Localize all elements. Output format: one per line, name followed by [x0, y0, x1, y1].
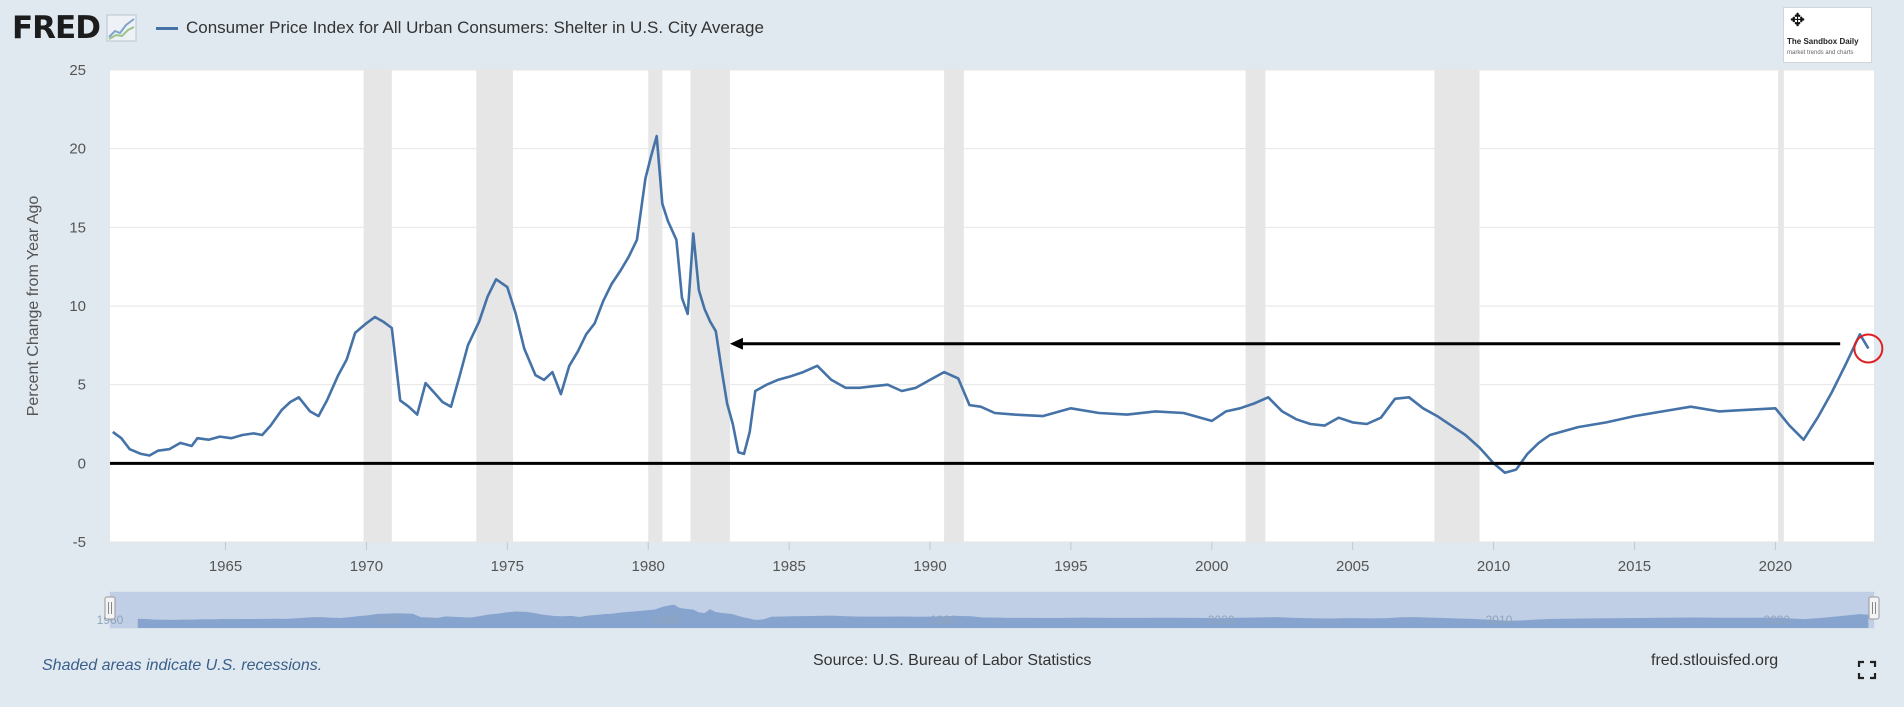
fred-logo[interactable]: FRED: [12, 10, 101, 46]
x-tick-label: 1970: [350, 558, 383, 575]
move-arrows-icon: ✥: [1790, 10, 1806, 30]
sandbox-daily-badge: ✥ The Sandbox Daily market trends and ch…: [1783, 7, 1872, 63]
series-line: [112, 134, 1870, 475]
navigator-label: 1960: [97, 613, 124, 627]
fred-graph-icon: [106, 14, 137, 42]
navigator-series-area: [137, 604, 1869, 628]
y-tick-label: 10: [69, 298, 86, 315]
x-tick-label: 2005: [1336, 558, 1369, 575]
navigator-right-handle[interactable]: [1868, 596, 1880, 620]
plot-layer: -5 0 5 10 15 20 25 1965 1970 1975 1980 1985 1990 1995…: [25, 62, 1874, 575]
series-legend-swatch: [155, 26, 178, 30]
navigator-label: 2000: [1208, 613, 1235, 627]
y-tick-label: 0: [78, 455, 86, 472]
y-tick-label: 15: [69, 219, 86, 236]
x-tick-label: 1995: [1054, 558, 1087, 575]
navigator-label: 2010: [1486, 613, 1513, 627]
y-tick-label: 5: [78, 377, 86, 394]
navigator-label: 1990: [930, 613, 957, 627]
latest-value-highlight: [1853, 333, 1884, 364]
recession-note: Shaded areas indicate U.S. recessions.: [42, 657, 323, 674]
x-tick-label: 2020: [1759, 558, 1792, 575]
navigator-label: 1970: [374, 613, 401, 627]
x-tick-label: 2010: [1477, 558, 1510, 575]
y-tick-label: 25: [69, 62, 86, 79]
navigator-label: 2020: [1763, 613, 1790, 627]
fullscreen-icon[interactable]: [1857, 660, 1877, 680]
fred-url-link[interactable]: fred.stlouisfed.org: [1651, 652, 1779, 669]
x-tick-label: 1990: [913, 558, 946, 575]
y-tick-label: 20: [69, 141, 86, 158]
navigator-label: 1980: [652, 613, 679, 627]
source-credit: Source: U.S. Bureau of Labor Statistics: [813, 652, 1092, 669]
x-tick-label: 1980: [632, 558, 665, 575]
x-tick-label: 1975: [491, 558, 524, 575]
range-navigator[interactable]: 1960 1970 1980 1990 2000 2010 2020: [97, 591, 1880, 629]
navigator-left-handle[interactable]: [104, 596, 116, 620]
badge-name: The Sandbox Daily: [1787, 37, 1859, 46]
y-axis-label: Percent Change from Year Ago: [25, 196, 42, 417]
x-tick-label: 2000: [1195, 558, 1228, 575]
overlay-layer: [110, 333, 1884, 465]
x-tick-label: 1985: [772, 558, 805, 575]
x-tick-label: 2015: [1618, 558, 1651, 575]
chart-header: FRED Consumer Price Index for All Urban …: [12, 8, 764, 48]
chart-title: Consumer Price Index for All Urban Consu…: [185, 18, 764, 37]
comparison-arrow-head: [729, 337, 743, 350]
x-tick-label: 1965: [209, 558, 242, 575]
badge-tagline: market trends and charts: [1787, 50, 1854, 56]
y-tick-label: -5: [73, 534, 86, 551]
